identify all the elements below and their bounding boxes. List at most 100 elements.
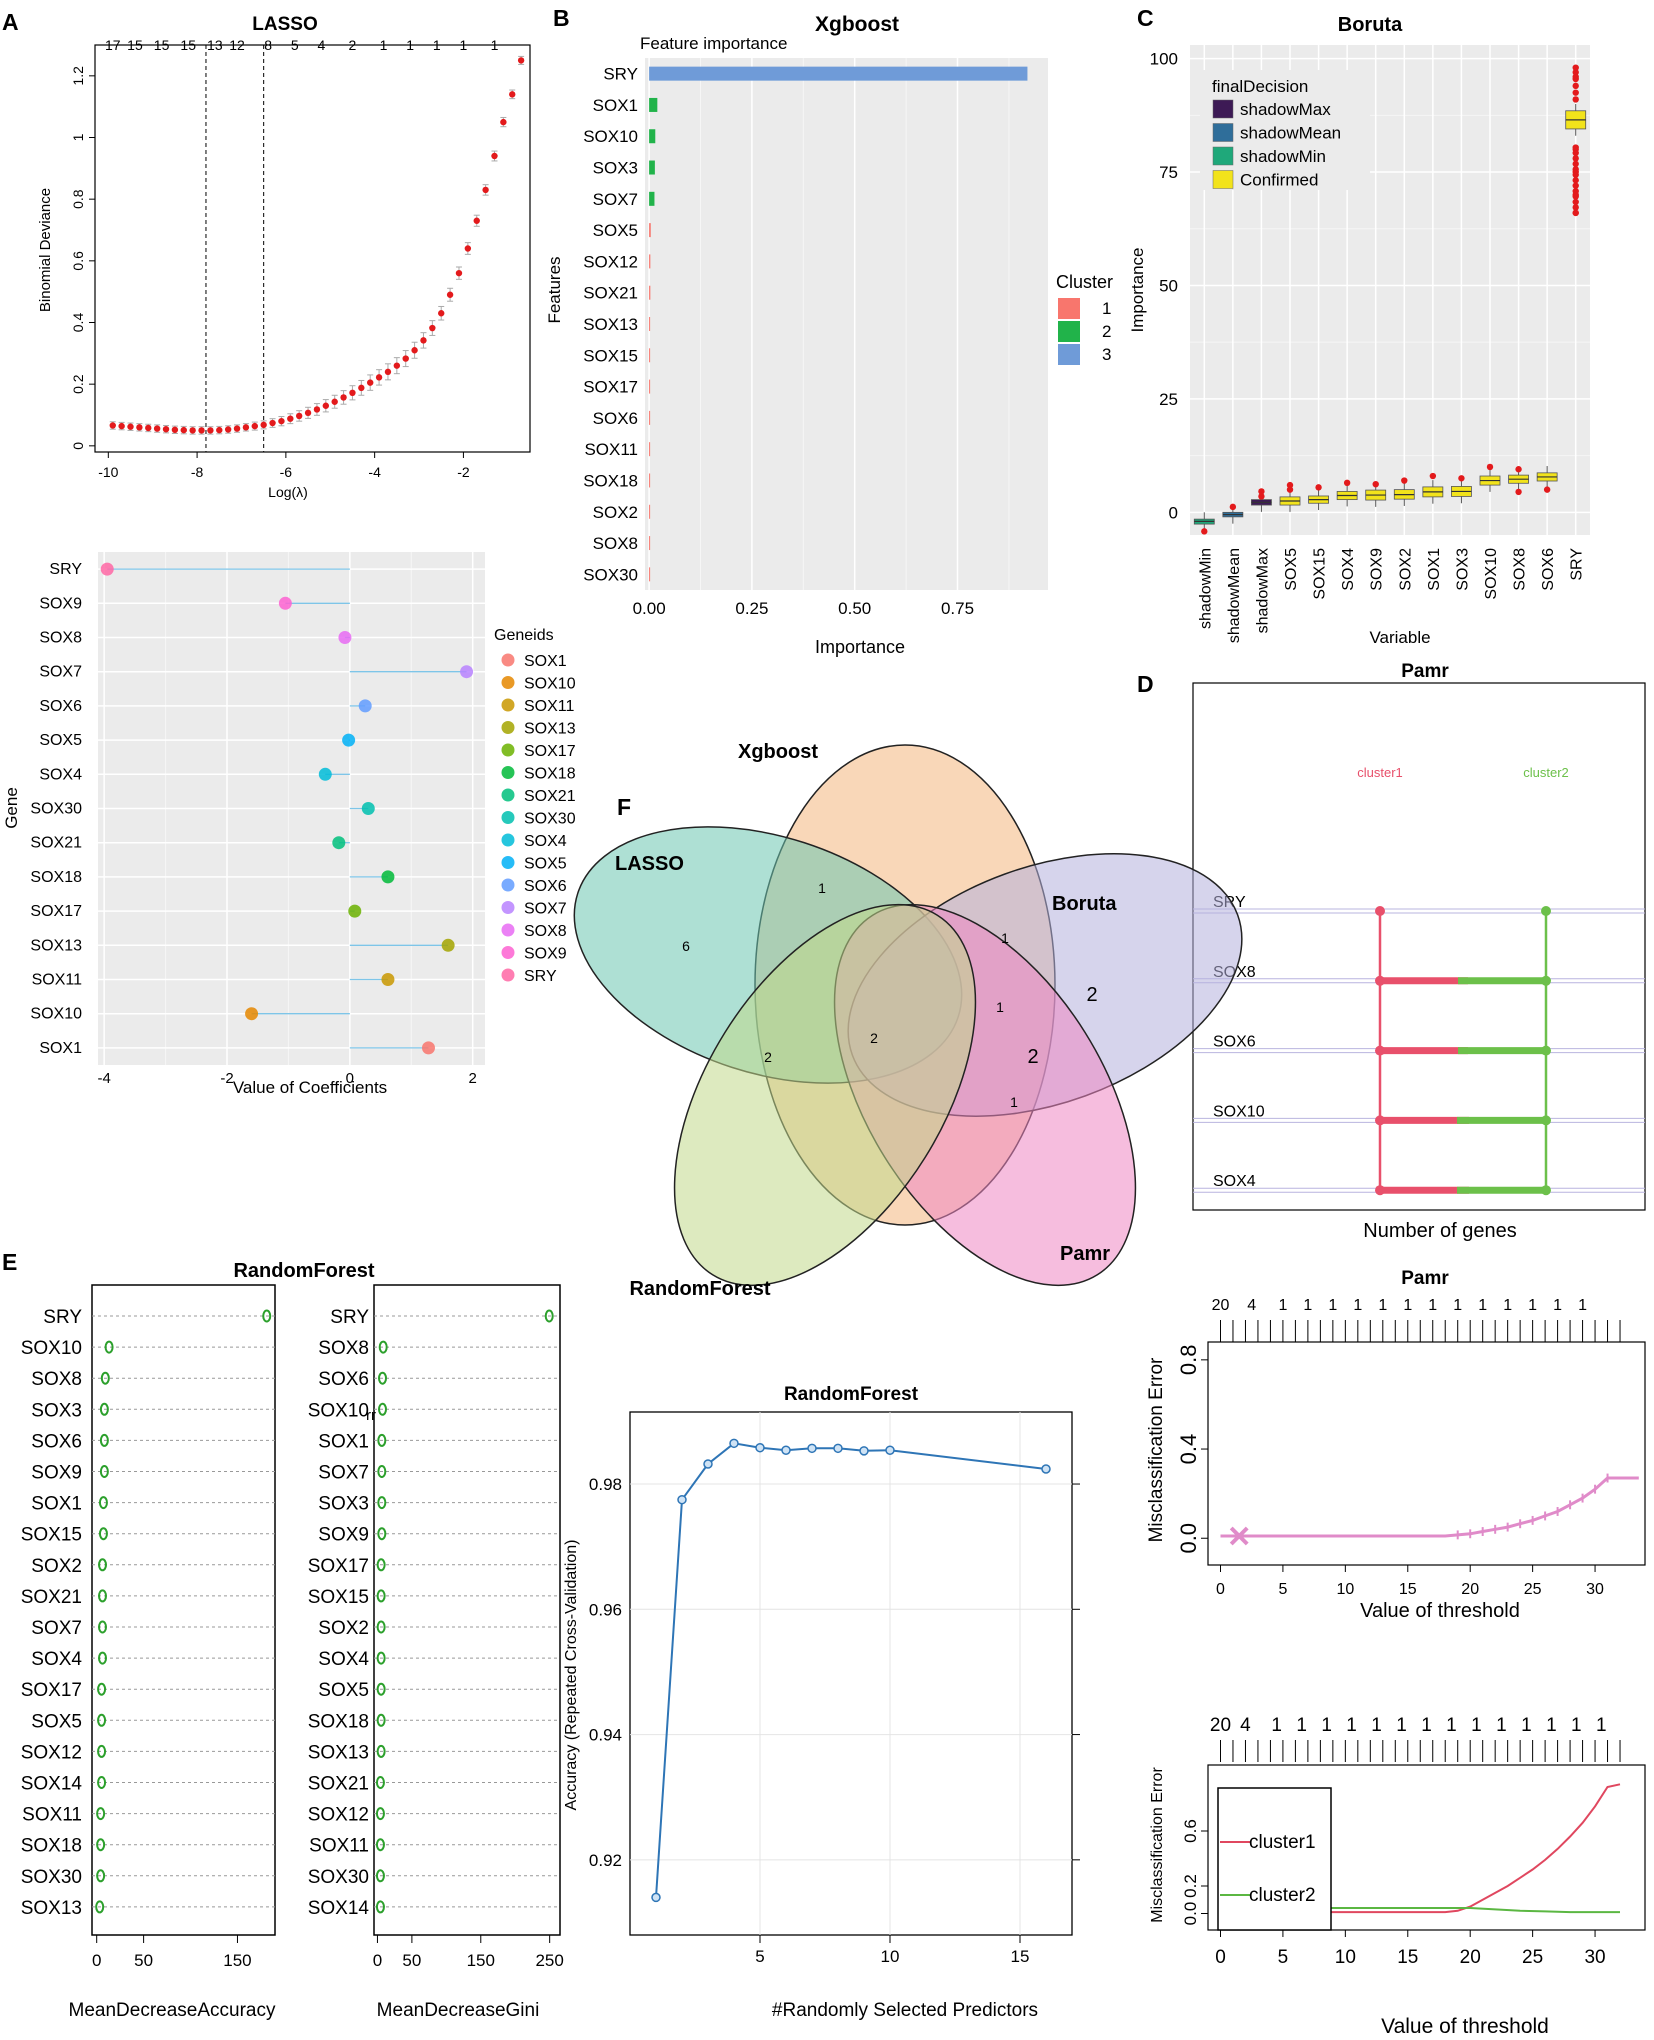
coef-gene-label: SOX6 (39, 698, 82, 715)
rf-cv-y-tick-label: 0.98 (589, 1475, 622, 1494)
rf_importance_acc-x-tick-label: 50 (134, 1951, 153, 1970)
boruta-outlier (1343, 479, 1351, 487)
coef-gene-label: SOX18 (30, 869, 82, 886)
coef-legend-swatch (501, 676, 515, 689)
pamr-cluster1-point (1375, 1115, 1385, 1126)
pamr-cv-x-tick-label: 20 (1461, 1581, 1479, 1598)
lasso-point (340, 394, 347, 401)
xgb-feature-label: SOX7 (593, 190, 638, 209)
rf-cv-title: RandomForest (784, 1384, 919, 1405)
pamr-cv-top-label: 1 (1378, 1297, 1387, 1314)
venn-set-randomforest (673, 903, 977, 1287)
pamr-cv-top-label: 1 (1528, 1297, 1537, 1314)
xgb-bar (649, 536, 651, 551)
xgb-bar (649, 191, 655, 206)
coef-x-tick-label: -2 (220, 1070, 233, 1087)
rf_importance_acc-x-tick-label: 150 (223, 1951, 251, 1970)
boruta-outlier (1572, 177, 1579, 184)
boruta-outlier (1515, 488, 1522, 496)
boruta-outlier (1572, 144, 1579, 151)
rf_importance_gini-label: SOX14 (308, 1898, 370, 1919)
pamr-cv-title: Pamr (1401, 1268, 1449, 1289)
boruta-y-tick-label: 50 (1159, 276, 1178, 295)
xgb-legend-swatch (1058, 321, 1080, 342)
rf-cv-point (755, 1442, 765, 1453)
xgb-feature-label: SOX30 (583, 565, 638, 584)
lasso-point (455, 269, 463, 277)
boruta-outlier (1572, 193, 1579, 200)
rf_importance_gini-point (376, 1682, 386, 1696)
coef-point (381, 973, 395, 986)
lasso-x-tick-label: -6 (280, 464, 293, 480)
pamr-cv-top-label: 1 (1503, 1297, 1512, 1314)
xgb-x-tick-label: 0.50 (838, 599, 871, 618)
rf_importance_acc-point (96, 1807, 106, 1821)
coef-gene-label: SRY (49, 561, 82, 578)
rf_importance_gini-point (375, 1807, 385, 1821)
lasso-point (482, 186, 489, 194)
coef-legend-label: SOX17 (524, 743, 576, 760)
xgb-feature-label: SOX2 (593, 503, 638, 522)
lasso-point (438, 310, 445, 317)
lasso-top-axis-label: 15 (180, 37, 196, 53)
rf_importance_gini-label: SOX15 (308, 1587, 369, 1608)
xgb-bar (649, 129, 656, 144)
rf-cv-point (703, 1459, 713, 1469)
pamr-cls-top-label: 1 (1371, 1715, 1382, 1736)
lasso-top-axis-label: 5 (291, 37, 299, 53)
coef-legend-swatch (501, 968, 515, 982)
xgb-feature-label: SOX11 (584, 440, 638, 459)
coef-legend-swatch (501, 743, 515, 757)
pamr-cv-marker (1229, 1526, 1249, 1546)
boruta-outlier (1572, 89, 1579, 96)
boruta-x-tick-label: SRY (1569, 548, 1586, 581)
lasso-point (189, 427, 196, 434)
rf_importance_acc-point (98, 1651, 108, 1665)
pamr-cv-top-label: 4 (1247, 1297, 1256, 1314)
coef-gene-label: SOX7 (39, 664, 82, 681)
boruta-x-tick-label: shadowMean (1226, 548, 1243, 643)
xgb-legend-swatch (1058, 298, 1080, 319)
lasso-point (180, 426, 187, 434)
boruta-outlier (1401, 477, 1408, 484)
charts-layer: LASSO-10 -8 -6 -4 -200.20.40.60.811.217 15 15 1… (2, 13, 1646, 2038)
pamr-cls-x-tick-label: 5 (1278, 1947, 1289, 1968)
rf-cv-point (833, 1443, 843, 1454)
rf-cv-chart: RandomForest 5 10 15 0.92 0.94 0.96 0.98 #Random… (563, 1384, 1080, 2021)
coef-gene-label: SOX9 (39, 595, 82, 612)
rf_importance_gini-x-label: MeanDecreaseGini (377, 2000, 540, 2021)
rf_importance_gini-point (376, 1558, 386, 1572)
pamr-cls-top-label: 1 (1571, 1715, 1582, 1736)
rf_importance_acc-label: SOX30 (21, 1867, 82, 1888)
coef-point (245, 1007, 259, 1021)
xgb-legend-label: 1 (1102, 299, 1111, 318)
venn-region-count: 2 (764, 1049, 772, 1065)
rf_importance_gini-point (377, 1496, 387, 1510)
lasso-point (260, 421, 267, 429)
lasso-point (473, 217, 480, 224)
coef-legend-swatch (501, 698, 515, 712)
lasso-top-axis-label: 15 (154, 37, 170, 53)
boruta-legend-swatch (1212, 99, 1234, 119)
xgb-legend-swatch (1058, 344, 1080, 365)
rf-cv-point (1041, 1464, 1051, 1474)
rf_importance_acc-chart: RandomForestSRYSOX10SOX8SOX3SOX6SOX9SOX1… (21, 1260, 375, 2021)
boruta-outlier (1572, 64, 1579, 71)
rf_importance_gini-point (375, 1838, 385, 1852)
venn-set-label: LASSO (615, 853, 684, 875)
rf_importance_acc-point (96, 1869, 106, 1883)
rf_importance_acc-point (97, 1713, 107, 1727)
rf_importance_gini-point (377, 1527, 387, 1541)
rf_importance_acc-label: SOX8 (31, 1369, 82, 1390)
pamr-cluster1-point (1375, 1185, 1385, 1196)
rf_importance_gini-point (376, 1620, 386, 1634)
xgb-bar (649, 442, 651, 457)
coef-x-tick-label: 0 (346, 1070, 354, 1087)
pamr-title: Pamr (1401, 661, 1449, 682)
xgb-feature-label: SOX3 (593, 159, 638, 178)
lasso-point (384, 368, 392, 376)
pamr-cls-x-tick-label: 20 (1460, 1947, 1481, 1968)
rf_importance_acc-label: SOX17 (21, 1680, 82, 1701)
lasso-point (358, 384, 365, 392)
